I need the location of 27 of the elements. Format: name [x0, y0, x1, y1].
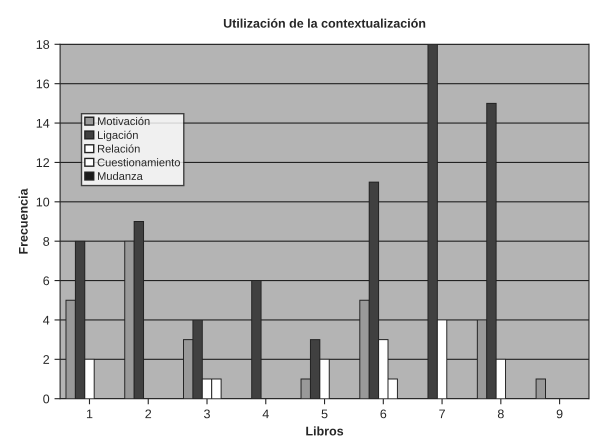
y-tick-label: 10 [36, 198, 50, 206]
y-tick-label: 14 [36, 118, 50, 128]
legend-label: Mudanza [98, 172, 143, 180]
x-tick-label: 4 [262, 410, 269, 418]
y-tick-label: 4 [43, 316, 50, 324]
x-tick-label: 3 [204, 409, 210, 418]
chart-title: Utilización de la contextualización [224, 18, 426, 28]
y-axis-title: Frecuencia [18, 188, 28, 254]
legend-label: Cuestionamiento [98, 158, 180, 166]
y-tick-label: 2 [43, 355, 50, 364]
legend-label: Motivación [98, 116, 150, 126]
x-axis-title: Libros [306, 426, 344, 436]
x-tick-label: 9 [556, 409, 562, 418]
y-tick-label: 6 [43, 276, 50, 286]
x-tick-label: 5 [322, 410, 328, 418]
legend-label: Ligación [98, 130, 138, 142]
y-tick-label: 12 [36, 158, 50, 167]
x-tick-label: 8 [498, 409, 504, 418]
x-tick-label: 2 [145, 409, 152, 418]
y-tick-label: 0 [43, 394, 50, 404]
legend-label: Relación [98, 144, 140, 153]
y-tick-label: 16 [36, 79, 50, 88]
y-tick-label: 18 [36, 40, 50, 49]
x-tick-label: 6 [380, 409, 386, 418]
x-tick-label: 1 [86, 410, 92, 418]
y-tick-label: 8 [43, 236, 50, 246]
x-tick-label: 7 [439, 410, 445, 418]
